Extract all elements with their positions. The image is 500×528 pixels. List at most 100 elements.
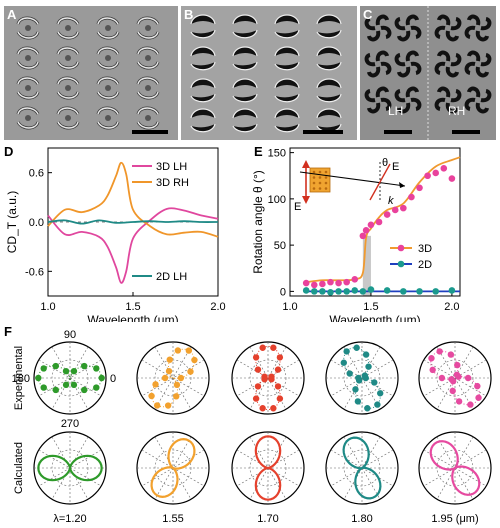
- polar-curve: [342, 436, 382, 500]
- polar-marker: [40, 384, 47, 391]
- polar-marker: [166, 356, 173, 363]
- inset-dot: [324, 176, 328, 179]
- x-tick-label: 2.0: [444, 301, 459, 313]
- x-tick-label: 2.0: [210, 301, 225, 313]
- polar-ring: [343, 449, 381, 487]
- k-beam: [299, 171, 406, 187]
- polar-marker: [343, 348, 350, 355]
- polar-exp-1: [136, 341, 210, 415]
- marker-3d: [408, 193, 415, 201]
- panel-label-c: C: [363, 7, 373, 22]
- marker-3d: [310, 281, 318, 289]
- e-right-label: E: [392, 161, 399, 173]
- polar-curve: [255, 345, 281, 411]
- polar-marker: [429, 366, 436, 374]
- marker-3d: [319, 280, 326, 288]
- polar-ring: [343, 359, 381, 397]
- theta-label: θ: [382, 157, 388, 169]
- y-axis-label: Rotation angle θ (°): [251, 170, 265, 274]
- polar-marker: [475, 394, 482, 401]
- y-tick-label: 0.6: [29, 168, 44, 180]
- marker-2d: [319, 288, 326, 295]
- polar-curve: [37, 454, 103, 482]
- y-axis-label: CD_T (a.u.): [5, 191, 19, 253]
- polar-marker: [362, 351, 370, 358]
- polar-marker: [173, 381, 181, 389]
- polar-marker: [254, 366, 262, 373]
- marker-2d: [367, 286, 375, 293]
- marker-3d: [448, 175, 456, 182]
- legend-3d-label: 3D: [418, 243, 432, 255]
- polar-exp-3: [325, 341, 399, 415]
- wavelength-label-2: 1.70: [257, 513, 278, 525]
- polar-calc-1: [136, 431, 210, 505]
- polar-marker: [371, 379, 378, 386]
- inset-dot: [312, 170, 316, 174]
- polar-marker: [449, 387, 456, 395]
- polar-marker: [428, 355, 435, 362]
- sem-b-grid: [190, 14, 342, 133]
- polar-curve: [254, 435, 282, 501]
- x-tick-label: 1.0: [40, 301, 55, 313]
- marker-3d: [400, 204, 407, 212]
- panel-label-f: F: [4, 324, 12, 339]
- polar-marker: [254, 383, 262, 390]
- polar-marker: [164, 402, 172, 409]
- polar-marker: [355, 377, 363, 384]
- sem-image-c: C LH RH: [360, 6, 496, 140]
- polar-marker: [454, 361, 461, 369]
- marker-3d: [359, 232, 367, 240]
- marker-3d: [375, 218, 383, 226]
- polar-marker: [191, 356, 198, 364]
- polar-marker: [268, 376, 275, 383]
- polar-marker: [153, 402, 161, 409]
- polar-marker: [187, 368, 194, 375]
- polar-marker: [261, 376, 268, 383]
- polar-marker: [93, 365, 100, 372]
- polar-marker: [152, 381, 159, 388]
- y-tick-label: 50: [274, 240, 286, 252]
- marker-3d: [362, 227, 370, 234]
- polar-marker: [252, 395, 260, 402]
- marker-2d: [351, 287, 359, 294]
- marker-3d: [391, 206, 399, 214]
- polar-calc-0: [33, 431, 107, 505]
- polar-calc-2: [231, 431, 305, 505]
- angle-label-0: 0: [110, 373, 116, 385]
- sem-image-b: B: [181, 6, 357, 140]
- x-tick-label: 1.5: [125, 301, 140, 313]
- polar-ring: [154, 449, 192, 487]
- sem-c-lh-grid: [364, 14, 422, 114]
- polar-marker: [467, 401, 474, 408]
- scale-bar-lh: [384, 130, 412, 134]
- polar-marker: [252, 354, 260, 361]
- marker-2d: [335, 288, 342, 295]
- polar-marker: [70, 381, 78, 389]
- inset-dot: [312, 176, 316, 179]
- sem-a-grid: [16, 16, 160, 130]
- sem-c-rh-grid: [434, 14, 492, 114]
- inset-dot: [312, 187, 316, 190]
- polar-marker: [270, 405, 277, 412]
- legend-2d-marker: [397, 260, 405, 268]
- polar-marker: [374, 401, 381, 408]
- wavelength-label-0: λ=1.20: [53, 513, 86, 525]
- angle-label-180: 180: [12, 373, 30, 385]
- rotated-e: [369, 163, 391, 201]
- marker-3d: [335, 279, 342, 287]
- polar-marker: [455, 398, 463, 405]
- x-tick-label: 1.5: [363, 301, 378, 313]
- sem-b-pattern: [190, 14, 343, 134]
- angle-label-270: 270: [61, 418, 79, 430]
- polar-marker: [449, 378, 457, 385]
- inset-dot: [324, 187, 328, 190]
- marker-2d: [310, 288, 318, 295]
- polar-marker: [340, 359, 347, 366]
- polar-spoke: [423, 359, 487, 397]
- polar-marker: [52, 362, 59, 370]
- polar-curve: [150, 438, 196, 498]
- legend-label: 3D LH: [156, 161, 187, 173]
- polar-exp-2: [231, 341, 305, 415]
- polar-exp-4: [418, 341, 492, 415]
